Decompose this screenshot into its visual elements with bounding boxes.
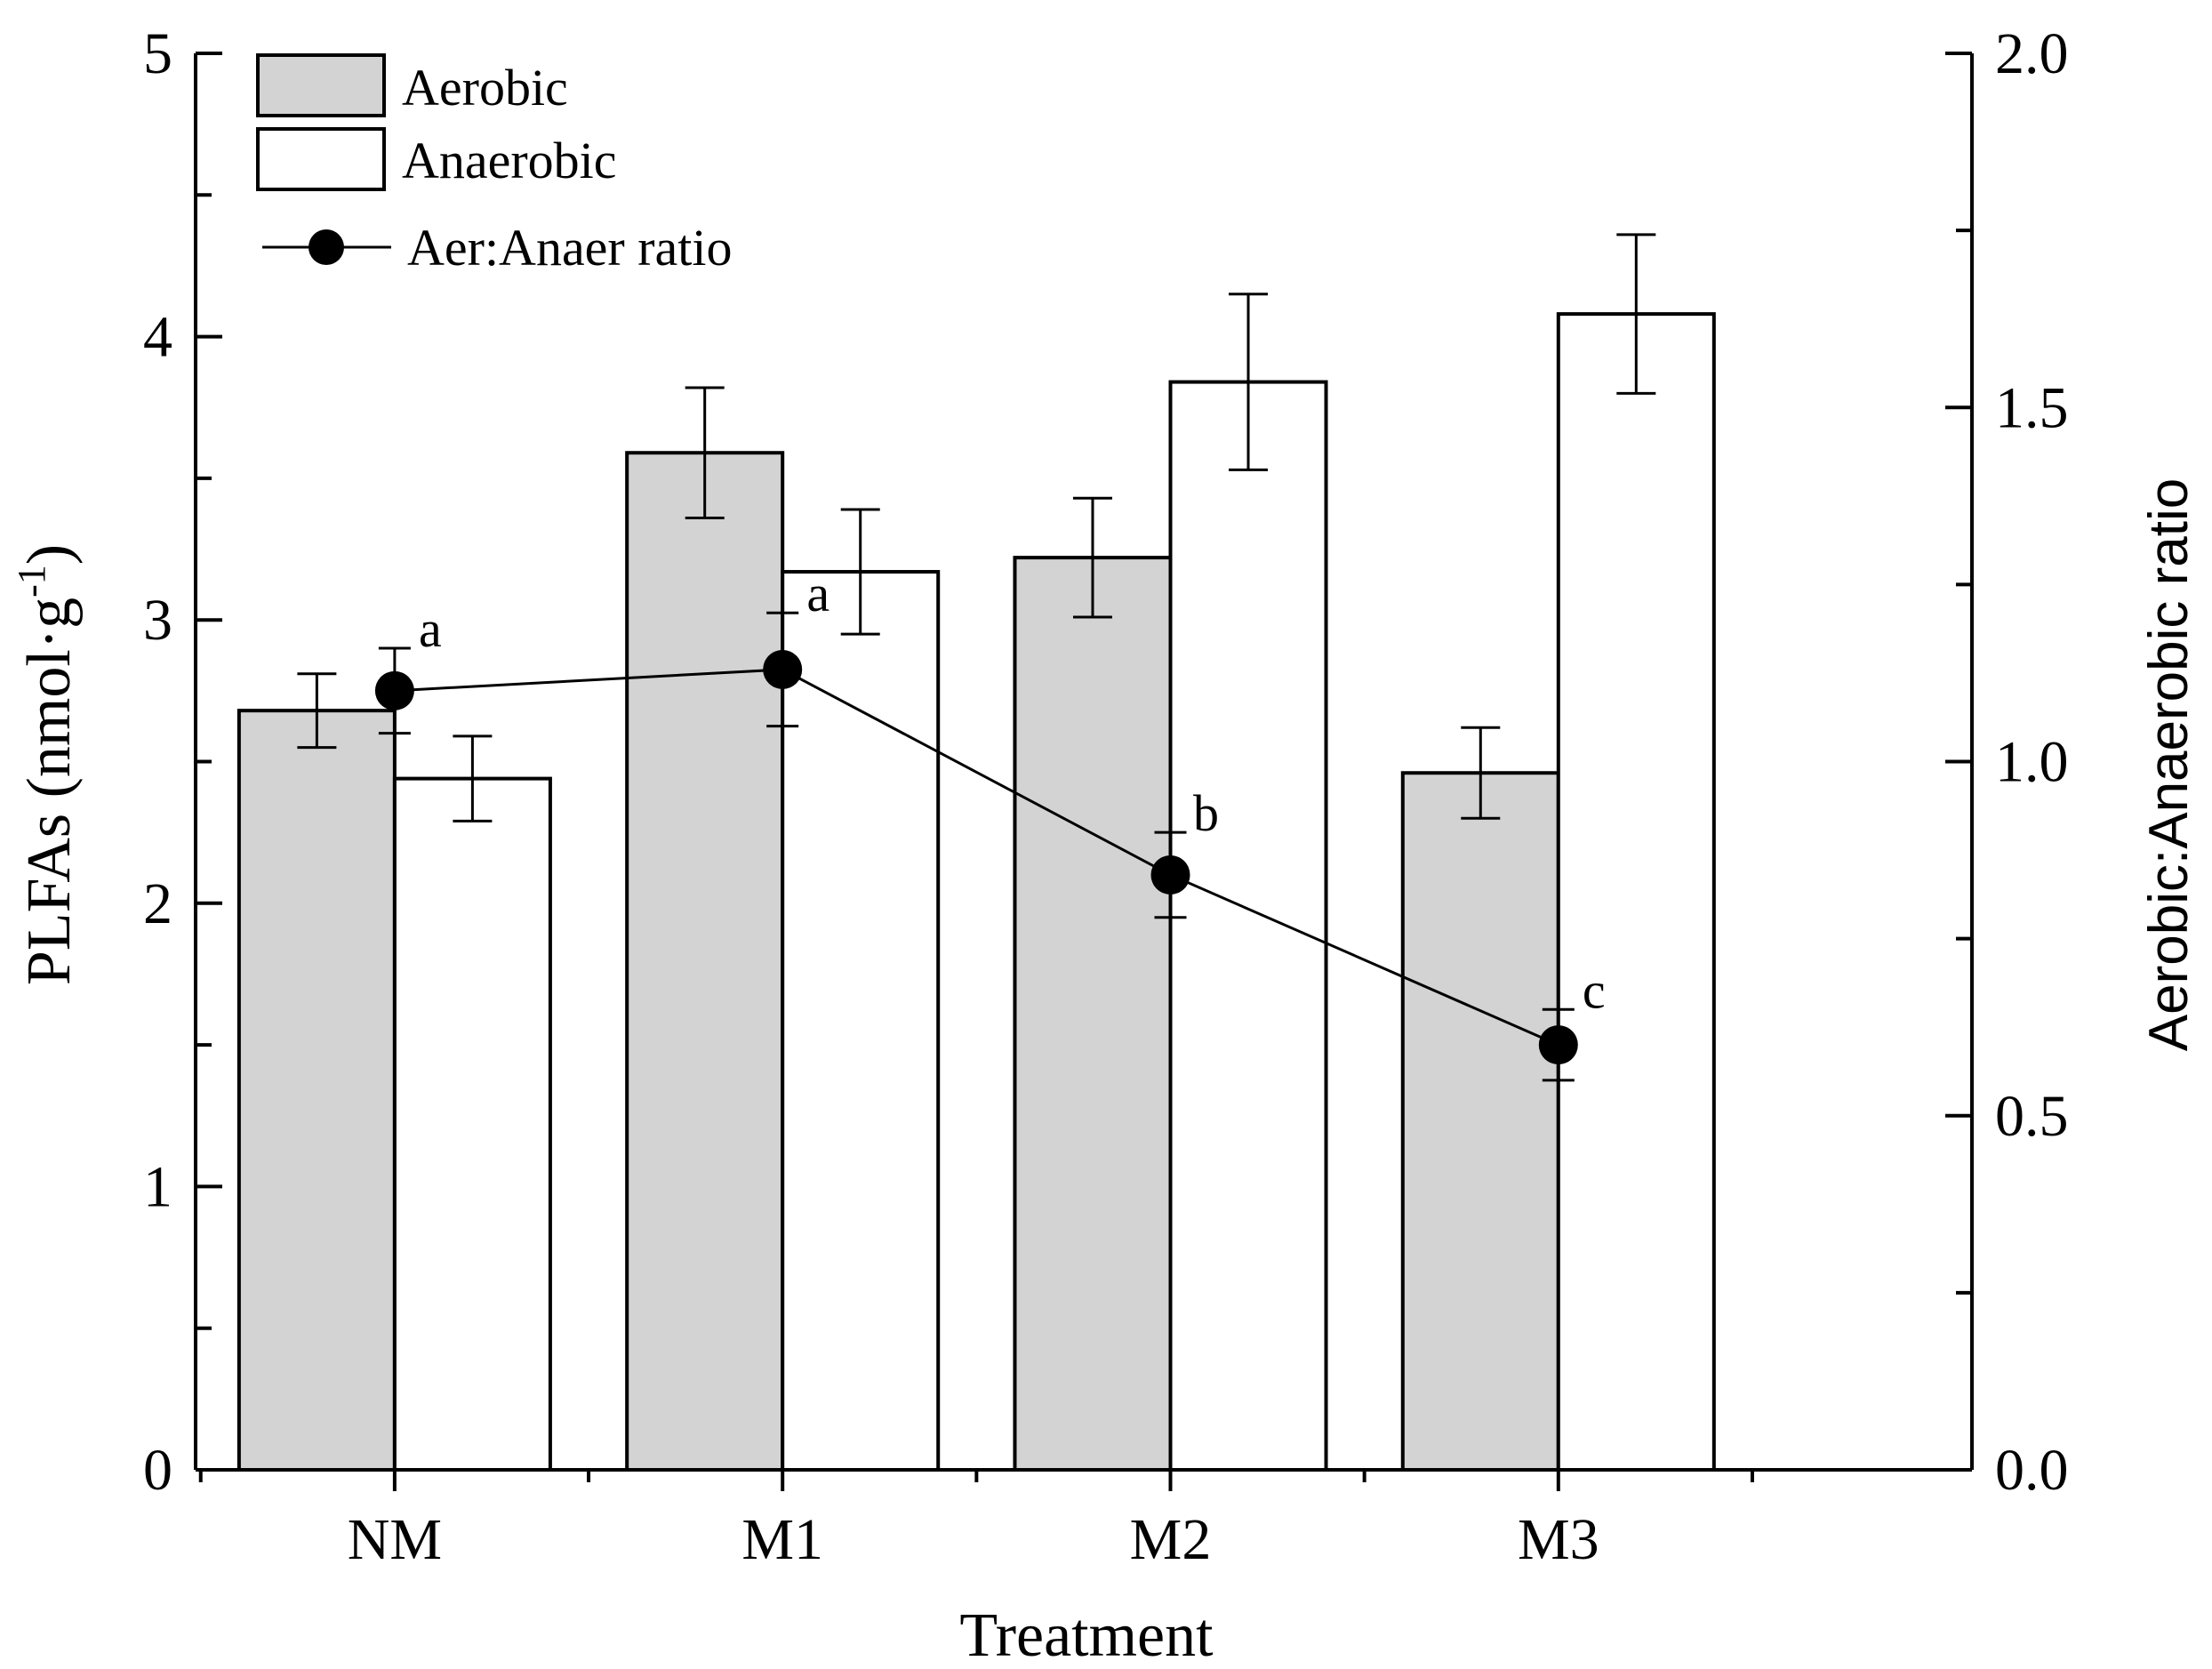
bar-aerobic: [625, 451, 785, 1472]
bar-anaerobic: [1168, 380, 1328, 1472]
significance-label: c: [1583, 961, 1606, 1019]
legend-aerobic-swatch: [256, 53, 386, 117]
x-tick-label: M1: [741, 1507, 823, 1572]
left-tick-label: 5: [143, 21, 172, 86]
axis-ticks: [196, 52, 1972, 1491]
left-tick-label: 1: [143, 1154, 172, 1219]
right-tick-label: 0.5: [1995, 1084, 2069, 1149]
ratio-point: [1538, 1025, 1578, 1065]
left-tick-label: 2: [143, 871, 172, 936]
ratio-line: [394, 668, 1559, 1047]
legend: Aerobic Anaerobic Aer:Anaer ratio: [256, 53, 733, 277]
y-axis-left-title-main: PLFAs (nmol·g: [15, 598, 84, 985]
x-tick-label: M3: [1518, 1507, 1599, 1572]
error-bars: [297, 233, 1656, 822]
bar-anaerobic: [392, 776, 552, 1472]
significance-label: b: [1193, 784, 1219, 842]
x-tick-label: M2: [1130, 1507, 1212, 1572]
tick-labels: 0 1 2 3 4 5 0.0 0.5 1.0 1.5 2.0 NM M1 M2 M3: [143, 21, 2069, 1572]
significance-label: a: [806, 565, 830, 622]
y-axis-right-title: Aerobic:Anaerobic ratio: [2138, 478, 2200, 1051]
right-tick-label: 2.0: [1995, 21, 2069, 86]
bar-anaerobic: [781, 570, 941, 1472]
y-axis-left-title-sup: -1: [10, 565, 53, 598]
legend-anaerobic-swatch: [256, 127, 386, 191]
ratio-point: [763, 649, 803, 689]
legend-anaerobic-label: Anaerobic: [402, 132, 617, 189]
legend-ratio-marker: [309, 229, 344, 265]
bar-aerobic: [1400, 771, 1560, 1472]
bars: [236, 312, 1716, 1472]
x-tick-label: NM: [348, 1507, 442, 1572]
legend-aerobic-label: Aerobic: [402, 59, 568, 116]
significance-label: a: [419, 600, 442, 658]
y-axis-left-title: PLFAs (nmol·g-1): [10, 544, 84, 985]
right-tick-label: 1.0: [1995, 730, 2069, 795]
right-tick-label: 0.0: [1995, 1438, 2069, 1503]
y-axis-left-title-end: ): [15, 544, 84, 565]
left-tick-label: 4: [143, 305, 172, 370]
bar-aerobic: [1013, 556, 1173, 1472]
ratio-point: [1150, 855, 1190, 895]
right-tick-label: 1.5: [1995, 375, 2069, 440]
legend-ratio-label: Aer:Anaer ratio: [407, 219, 733, 277]
ratio-point: [374, 670, 414, 710]
x-axis-title: Treatment: [959, 1601, 1214, 1669]
left-tick-label: 0: [143, 1438, 172, 1503]
bar-anaerobic: [1556, 312, 1716, 1472]
left-tick-label: 3: [143, 588, 172, 653]
ratio-series: a a b c: [374, 565, 1606, 1082]
bar-aerobic: [236, 709, 397, 1472]
